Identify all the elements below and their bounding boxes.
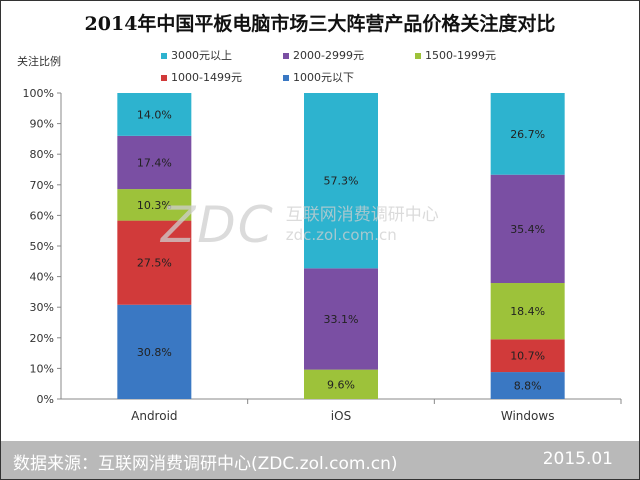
legend-label: 2000-2999元	[293, 49, 364, 62]
legend-label: 1000元以下	[293, 71, 354, 84]
report-date: 2015.01	[542, 449, 613, 469]
bar-segment	[304, 93, 378, 269]
data-label: 33.1%	[324, 313, 359, 326]
bar-segment	[490, 174, 565, 284]
x-tick-label: Windows	[501, 409, 555, 423]
data-label: 9.6%	[327, 378, 355, 391]
data-label: 8.8%	[514, 380, 542, 393]
y-tick-label: 100%	[23, 87, 54, 100]
data-label: 10.3%	[137, 199, 172, 212]
data-label: 18.4%	[510, 305, 545, 318]
data-label: 10.7%	[510, 350, 545, 363]
legend-item: 1500-1999元	[415, 47, 496, 63]
data-label: 27.5%	[137, 257, 172, 270]
legend-swatch	[161, 75, 167, 81]
legend-label: 1000-1499元	[171, 71, 242, 84]
x-tick-label: iOS	[331, 409, 351, 423]
y-tick-label: 80%	[30, 148, 54, 161]
y-tick-label: 70%	[30, 179, 54, 192]
y-tick-label: 30%	[30, 301, 54, 314]
footer-bar: 数据来源：互联网消费调研中心(ZDC.zol.com.cn) 2015.01	[1, 441, 639, 479]
chart-title: 2014年中国平板电脑市场三大阵营产品价格关注度对比	[84, 13, 556, 35]
y-tick-label: 40%	[30, 271, 54, 284]
bar-segment	[117, 93, 192, 136]
bar-segment	[117, 135, 192, 190]
y-tick-label: 10%	[30, 362, 54, 375]
legend-swatch	[161, 53, 167, 59]
bar-segment	[490, 283, 565, 340]
y-tick-label: 60%	[30, 209, 54, 222]
legend-label: 1500-1999元	[425, 49, 496, 62]
bar-segment	[304, 268, 378, 370]
bar-segment	[490, 339, 565, 373]
data-label: 35.4%	[510, 223, 545, 236]
legend-item: 2000-2999元	[283, 47, 364, 63]
y-axis-label: 关注比例	[17, 55, 61, 68]
y-tick-label: 20%	[30, 332, 54, 345]
legend-swatch	[415, 53, 421, 59]
legend-item: 1000元以下	[283, 69, 354, 85]
legend-swatch	[283, 53, 289, 59]
bar-segment	[117, 304, 192, 399]
legend-swatch	[283, 75, 289, 81]
data-label: 26.7%	[510, 128, 545, 141]
x-tick-label: Android	[131, 409, 177, 423]
bar-segment	[304, 369, 378, 399]
bar-segment	[117, 189, 192, 221]
y-tick-label: 90%	[30, 118, 54, 131]
bar-segment	[490, 372, 565, 399]
data-label: 57.3%	[324, 175, 359, 188]
bar-segment	[117, 220, 192, 305]
data-source: 数据来源：互联网消费调研中心(ZDC.zol.com.cn)	[13, 454, 398, 474]
data-label: 30.8%	[137, 346, 172, 359]
bar-segment	[490, 93, 565, 175]
y-tick-label: 0%	[37, 393, 54, 406]
data-label: 17.4%	[137, 156, 172, 169]
stacked-bar-chart: 0% 10% 20% 30% 40% 50% 60% 70% 80% 90% 100% 30.8% 27…	[23, 87, 622, 423]
legend-item: 3000元以上	[161, 47, 232, 63]
legend-item: 1000-1499元	[161, 69, 242, 85]
data-label: 14.0%	[137, 108, 172, 121]
legend-label: 3000元以上	[171, 49, 232, 62]
y-tick-label: 50%	[30, 240, 54, 253]
